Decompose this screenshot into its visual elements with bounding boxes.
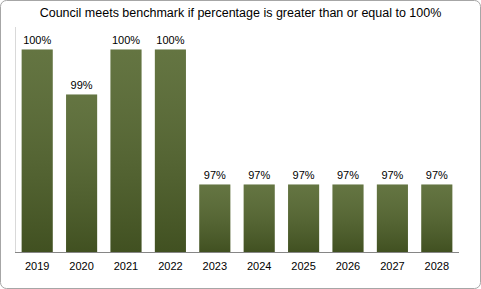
x-tick-label: 2025 [291,260,315,272]
data-label: 100% [23,34,51,46]
data-label: 97% [337,169,359,181]
bar-shade [110,50,141,253]
bar [377,185,408,253]
x-tick-label: 2019 [25,260,49,272]
x-tick-label: 2023 [203,260,227,272]
bar-shade [377,185,408,253]
bar [332,185,363,253]
data-label: 97% [426,169,448,181]
bar-shade [421,185,452,253]
chart: Council meets benchmark if percentage is… [0,0,481,289]
bar [110,50,141,253]
bar [22,50,53,253]
bar-shade [244,185,275,253]
bar [244,185,275,253]
bar [66,95,97,253]
data-label: 100% [112,34,140,46]
bar-shade [155,50,186,253]
data-label: 100% [156,34,184,46]
data-label: 97% [381,169,403,181]
data-labels: 100% 99% 100% 100% 97% 97% 97% 97% 97% 97% [23,34,448,181]
chart-title: Council meets benchmark if percentage is… [40,6,442,20]
x-tick-label: 2024 [247,260,271,272]
x-tick-label: 2026 [336,260,360,272]
bar [421,185,452,253]
chart-container: Council meets benchmark if percentage is… [0,0,481,289]
chart-frame [1,1,481,289]
x-tick-label: 2022 [158,260,182,272]
data-label: 99% [71,79,93,91]
data-label: 97% [204,169,226,181]
data-label: 97% [293,169,315,181]
bar-shade [199,185,230,253]
x-axis-line [15,252,459,253]
y-axis-line [15,27,16,252]
bars [22,50,453,253]
x-tick-label: 2021 [114,260,138,272]
bar [288,185,319,253]
bar-shade [332,185,363,253]
bar [155,50,186,253]
bar-shade [288,185,319,253]
x-tick-label: 2020 [69,260,93,272]
data-label: 97% [248,169,270,181]
bar-shade [22,50,53,253]
x-tick-label: 2027 [380,260,404,272]
x-tick-label: 2028 [425,260,449,272]
bar-shade [66,95,97,253]
bar [199,185,230,253]
